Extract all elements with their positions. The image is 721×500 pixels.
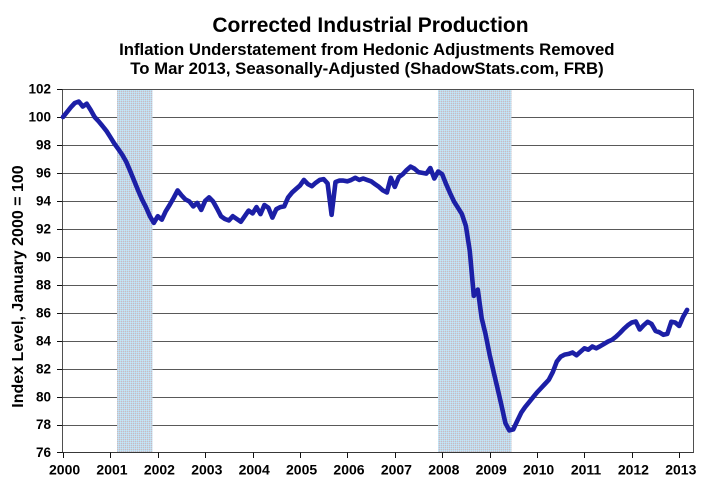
svg-text:2010: 2010 xyxy=(523,462,554,478)
svg-text:2009: 2009 xyxy=(476,462,507,478)
svg-text:92: 92 xyxy=(36,222,51,237)
svg-text:2011: 2011 xyxy=(571,462,602,478)
svg-text:78: 78 xyxy=(36,417,52,432)
svg-text:2000: 2000 xyxy=(49,462,80,478)
svg-text:2006: 2006 xyxy=(333,462,364,478)
svg-text:100: 100 xyxy=(28,110,51,125)
svg-text:90: 90 xyxy=(36,250,51,265)
svg-text:2013: 2013 xyxy=(665,462,696,478)
svg-text:88: 88 xyxy=(36,277,52,292)
svg-text:Corrected Industrial Productio: Corrected Industrial Production xyxy=(212,14,528,37)
svg-text:Inflation Understatement from: Inflation Understatement from Hedonic Ad… xyxy=(119,40,614,59)
svg-text:2005: 2005 xyxy=(286,462,317,478)
svg-text:Index Level, January 2000 = 10: Index Level, January 2000 = 100 xyxy=(10,165,27,407)
svg-text:94: 94 xyxy=(36,194,52,209)
svg-text:96: 96 xyxy=(36,166,52,181)
svg-text:82: 82 xyxy=(36,361,51,376)
svg-text:76: 76 xyxy=(36,445,52,460)
svg-text:2002: 2002 xyxy=(144,462,175,478)
svg-text:2004: 2004 xyxy=(239,462,270,478)
svg-text:2012: 2012 xyxy=(618,462,649,478)
svg-text:102: 102 xyxy=(28,82,51,97)
svg-text:98: 98 xyxy=(36,138,52,153)
svg-text:86: 86 xyxy=(36,305,52,320)
svg-text:2003: 2003 xyxy=(191,462,222,478)
svg-text:80: 80 xyxy=(36,389,51,404)
svg-text:2008: 2008 xyxy=(428,462,459,478)
svg-text:84: 84 xyxy=(36,333,52,348)
svg-text:2001: 2001 xyxy=(96,462,127,478)
svg-text:To Mar 2013, Seasonally-Adjust: To Mar 2013, Seasonally-Adjusted (Shadow… xyxy=(130,59,603,78)
svg-text:2007: 2007 xyxy=(381,462,412,478)
